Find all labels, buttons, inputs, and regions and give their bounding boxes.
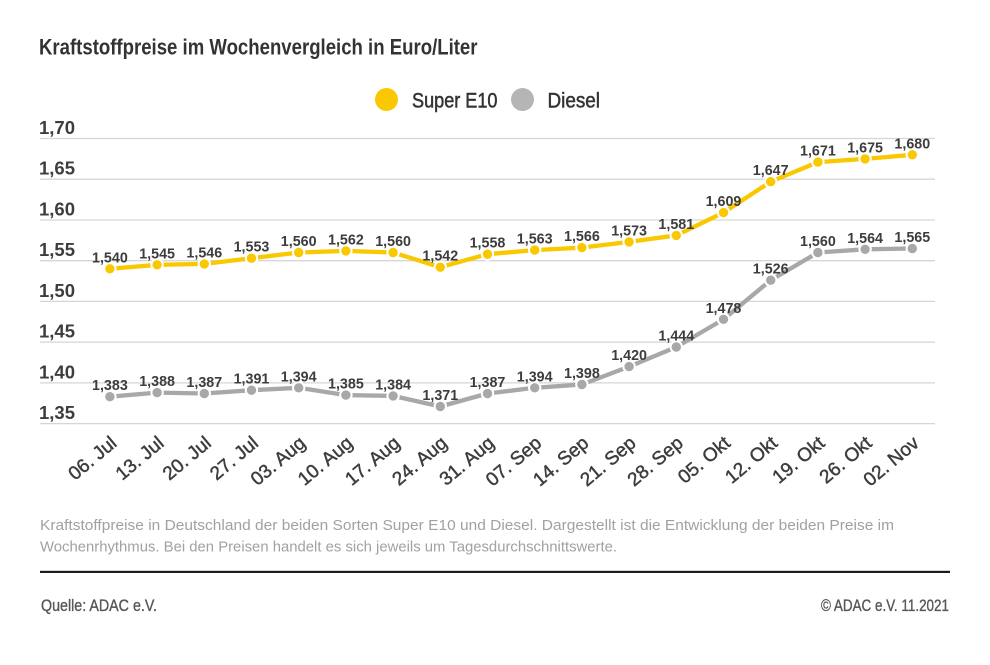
svg-text:1,65: 1,65 <box>39 158 75 179</box>
svg-text:1,387: 1,387 <box>186 375 222 391</box>
svg-text:1,553: 1,553 <box>234 240 270 256</box>
svg-text:1,671: 1,671 <box>800 144 836 160</box>
svg-text:1,675: 1,675 <box>847 140 883 156</box>
svg-text:1,560: 1,560 <box>375 234 411 250</box>
svg-text:1,444: 1,444 <box>658 329 694 345</box>
svg-text:1,564: 1,564 <box>847 231 883 247</box>
svg-text:1,565: 1,565 <box>894 230 930 246</box>
svg-text:1,526: 1,526 <box>753 262 789 278</box>
svg-text:1,542: 1,542 <box>422 249 458 265</box>
svg-text:Quelle: ADAC e.V.: Quelle: ADAC e.V. <box>41 597 157 615</box>
svg-text:1,394: 1,394 <box>281 369 317 385</box>
svg-text:1,546: 1,546 <box>186 245 222 261</box>
svg-text:Super E10: Super E10 <box>412 89 498 112</box>
svg-text:1,394: 1,394 <box>517 369 553 385</box>
svg-text:1,560: 1,560 <box>281 234 317 250</box>
svg-text:1,563: 1,563 <box>517 232 553 248</box>
svg-text:1,562: 1,562 <box>328 232 364 248</box>
svg-text:1,647: 1,647 <box>753 163 789 179</box>
svg-text:© ADAC e.V. 11.2021: © ADAC e.V. 11.2021 <box>821 597 949 615</box>
svg-text:1,609: 1,609 <box>706 194 742 210</box>
svg-text:1,420: 1,420 <box>611 348 647 364</box>
svg-text:1,540: 1,540 <box>92 250 128 266</box>
svg-text:1,50: 1,50 <box>39 280 75 301</box>
svg-text:Kraftstoffpreise im Wochenverg: Kraftstoffpreise im Wochenvergleich in E… <box>39 35 478 60</box>
svg-text:1,545: 1,545 <box>139 246 175 262</box>
svg-text:1,398: 1,398 <box>564 366 600 382</box>
svg-text:1,384: 1,384 <box>375 377 411 393</box>
svg-text:1,560: 1,560 <box>800 234 836 250</box>
svg-text:1,391: 1,391 <box>234 372 270 388</box>
svg-text:Wochenrhythmus. Bei den Preise: Wochenrhythmus. Bei den Preisen handelt … <box>40 539 617 556</box>
svg-text:1,581: 1,581 <box>658 217 694 233</box>
svg-text:1,566: 1,566 <box>564 229 600 245</box>
svg-text:Diesel: Diesel <box>548 89 601 112</box>
svg-text:1,478: 1,478 <box>706 301 742 317</box>
svg-text:1,55: 1,55 <box>39 239 75 260</box>
svg-text:1,388: 1,388 <box>139 374 175 390</box>
svg-text:Kraftstoffpreise in Deutschlan: Kraftstoffpreise in Deutschland der beid… <box>40 517 894 534</box>
svg-text:1,60: 1,60 <box>39 198 75 219</box>
svg-text:1,383: 1,383 <box>92 378 128 394</box>
svg-text:1,45: 1,45 <box>39 321 75 342</box>
svg-text:1,70: 1,70 <box>39 117 75 138</box>
svg-text:1,385: 1,385 <box>328 377 364 393</box>
svg-text:1,680: 1,680 <box>894 136 930 152</box>
svg-text:1,371: 1,371 <box>422 388 458 404</box>
svg-text:1,573: 1,573 <box>611 223 647 239</box>
svg-text:1,387: 1,387 <box>470 375 506 391</box>
svg-text:1,558: 1,558 <box>470 236 506 252</box>
svg-text:1,35: 1,35 <box>39 402 75 423</box>
svg-text:1,40: 1,40 <box>39 361 75 382</box>
